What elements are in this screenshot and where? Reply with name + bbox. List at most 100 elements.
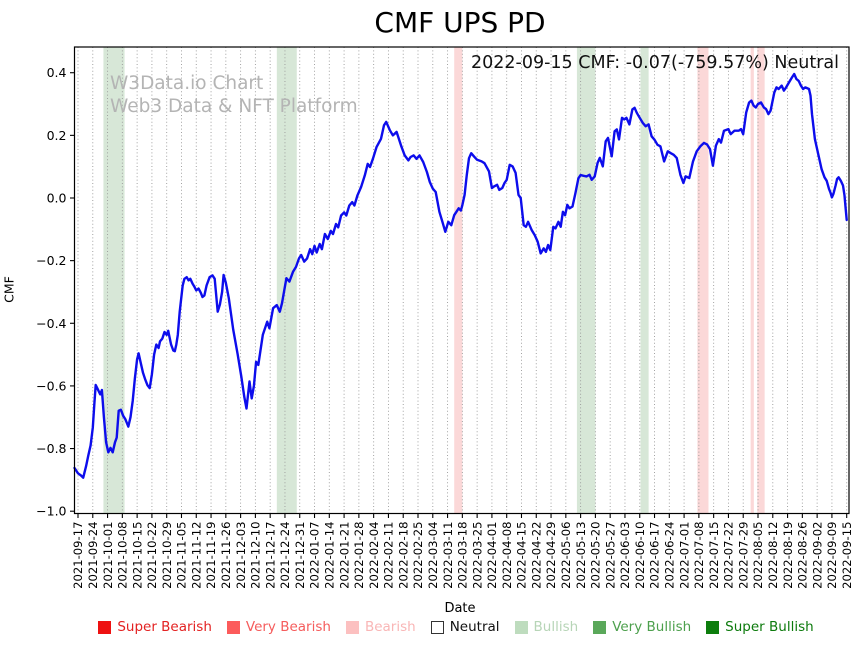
sentiment-band-bearish [454, 47, 463, 514]
y-tick-label: 0.2 [47, 128, 67, 143]
legend-label: Very Bullish [612, 619, 692, 635]
y-tick-label: −1.0 [36, 504, 66, 519]
y-tick-label: −0.2 [36, 253, 66, 268]
x-tick-label: 2022-08-12 [766, 522, 780, 589]
x-tick-label: 2022-01-14 [323, 522, 337, 589]
x-tick-label: 2021-10-22 [145, 522, 159, 589]
chart-title: CMF UPS PD [374, 6, 546, 39]
legend: Super Bearish Very Bearish Bearish Neutral B… [0, 619, 867, 635]
legend-item-neutral: Neutral [430, 619, 500, 635]
cmf-line-series [73, 72, 848, 479]
y-axis-label: CMF [1, 276, 17, 303]
x-tick-label: 2022-01-07 [308, 522, 322, 589]
x-tick-label: 2021-12-10 [249, 522, 263, 589]
x-tick-label: 2021-10-08 [116, 522, 130, 589]
x-tick-label: 2021-10-15 [130, 522, 144, 589]
legend-swatch-icon [345, 620, 359, 634]
legend-label: Bullish [533, 619, 579, 635]
legend-item-super-bearish: Super Bearish [98, 619, 212, 635]
axes-frame [73, 46, 850, 515]
x-tick-label: 2022-09-09 [825, 522, 839, 589]
sentiment-band-bullish [640, 47, 649, 514]
latest-value-annotation: 2022-09-15 CMF: -0.07(-759.57%) Neutral [470, 53, 839, 73]
x-tick-label: 2022-02-25 [411, 522, 425, 589]
x-tick-label: 2021-11-05 [175, 522, 189, 589]
x-tick-label: 2021-10-01 [101, 522, 115, 589]
legend-swatch-icon [593, 620, 607, 634]
x-tick-label: 2022-02-11 [382, 522, 396, 589]
legend-item-bullish: Bullish [514, 619, 579, 635]
legend-item-very-bearish: Very Bearish [226, 619, 331, 635]
x-axis-label: Date [444, 601, 476, 616]
x-tick-label: 2022-06-10 [633, 522, 647, 589]
legend-item-super-bullish: Super Bullish [706, 619, 814, 635]
x-tick-label: 2021-12-03 [234, 522, 248, 589]
x-tick-label: 2022-05-27 [603, 522, 617, 589]
x-tick-label: 2022-01-28 [352, 522, 366, 589]
x-tick-label: 2022-06-24 [663, 522, 677, 589]
x-tick-label: 2022-02-18 [396, 522, 410, 589]
x-tick-label: 2021-11-12 [189, 522, 203, 589]
legend-item-very-bullish: Very Bullish [593, 619, 691, 635]
legend-item-bearish: Bearish [345, 619, 416, 635]
x-tick-label: 2021-12-17 [263, 522, 277, 589]
x-tick-label: 2022-07-22 [722, 522, 736, 589]
legend-label: Super Bearish [117, 619, 212, 635]
watermark-line1: W3Data.io Chart [110, 73, 264, 94]
x-tick-label: 2022-07-08 [692, 522, 706, 589]
y-tick-label: 0.4 [47, 65, 67, 80]
x-tick-label: 2021-11-26 [219, 522, 233, 589]
x-tick-label: 2022-01-21 [337, 522, 351, 589]
x-tick-label: 2022-09-15 [840, 522, 854, 589]
y-tick-label: 0.0 [47, 191, 67, 206]
legend-label: Super Bullish [725, 619, 814, 635]
legend-label: Bearish [364, 619, 416, 635]
x-tick-label: 2022-05-20 [589, 522, 603, 589]
x-tick-label: 2022-04-08 [500, 522, 514, 589]
x-tick-label: 2022-08-05 [751, 522, 765, 589]
legend-label: Neutral [449, 619, 500, 635]
y-tick-label: −0.4 [36, 316, 66, 331]
x-tick-label: 2021-12-31 [293, 522, 307, 589]
x-tick-label: 2022-03-18 [456, 522, 470, 589]
x-tick-label: 2022-07-15 [707, 522, 721, 589]
watermark: W3Data.io Chart Web3 Data & NFT Platform [110, 72, 358, 118]
watermark-line2: Web3 Data & NFT Platform [110, 96, 358, 117]
x-tick-label: 2022-06-17 [648, 522, 662, 589]
x-tick-label: 2022-03-04 [426, 522, 440, 589]
x-tick-label: 2021-10-29 [160, 522, 174, 589]
x-tick-label: 2022-07-01 [677, 522, 691, 589]
x-tick-label: 2022-04-15 [515, 522, 529, 589]
sentiment-band-bearish [757, 47, 765, 514]
legend-label: Very Bearish [245, 619, 331, 635]
x-tick-label: 2022-03-11 [441, 522, 455, 589]
x-tick-label: 2021-09-24 [86, 522, 100, 589]
x-tick-label: 2022-05-06 [559, 522, 573, 589]
sentiment-band-bearish [697, 47, 709, 514]
x-tick-label: 2022-04-01 [485, 522, 499, 589]
legend-swatch-icon [226, 620, 240, 634]
x-tick-label: 2021-09-17 [71, 522, 85, 589]
sentiment-band-bullish [576, 47, 596, 514]
x-tick-label: 2022-08-19 [781, 522, 795, 589]
sentiment-band-bullish [103, 47, 125, 514]
x-tick-label: 2022-06-03 [618, 522, 632, 589]
x-tick-label: 2022-09-02 [810, 522, 824, 589]
legend-swatch-icon [706, 620, 720, 634]
y-tick-label: −0.6 [36, 378, 66, 393]
x-tick-label: 2022-04-22 [529, 522, 543, 589]
x-tick-label: 2021-11-19 [204, 522, 218, 589]
x-tick-label: 2022-05-13 [574, 522, 588, 589]
y-tick-label: −0.8 [36, 441, 66, 456]
x-tick-label: 2022-03-25 [470, 522, 484, 589]
x-tick-label: 2022-02-04 [367, 522, 381, 589]
legend-swatch-icon [98, 620, 112, 634]
legend-swatch-icon [514, 620, 528, 634]
x-tick-label: 2022-07-29 [736, 522, 750, 589]
legend-swatch-icon [430, 620, 444, 634]
x-tick-label: 2021-12-24 [278, 522, 292, 589]
sentiment-band-bearish [750, 47, 754, 514]
x-tick-label: 2022-04-29 [544, 522, 558, 589]
